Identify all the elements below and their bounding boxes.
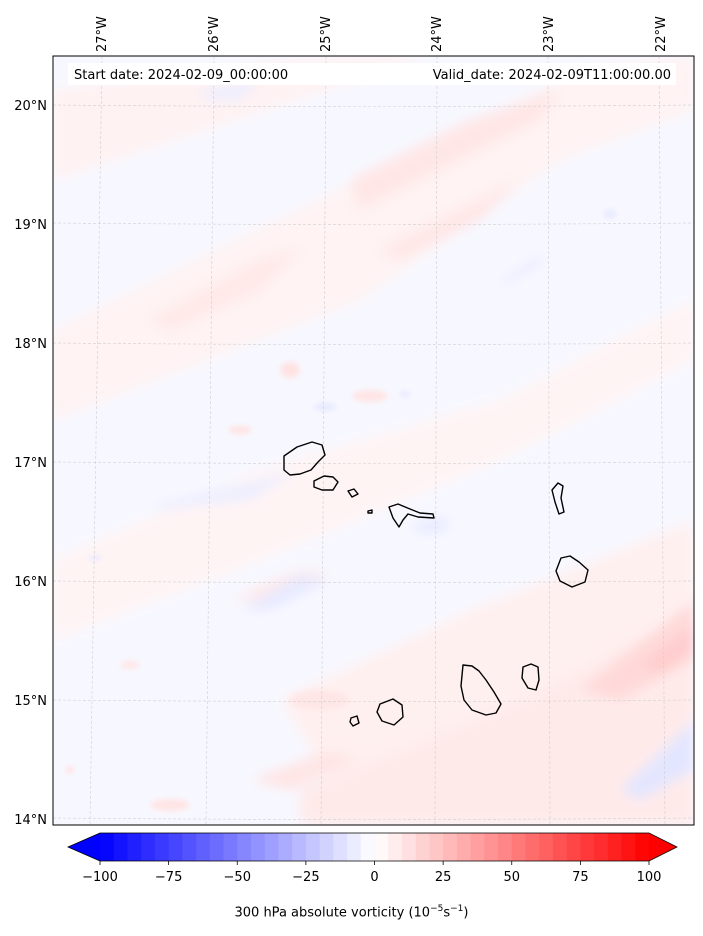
latitude-labels: 20°N 19°N 18°N 17°N 16°N 15°N 14°N [14, 99, 47, 828]
colorbar-segment [237, 833, 252, 861]
colorbar-tick-label: 75 [572, 870, 589, 885]
lat-label: 16°N [14, 575, 47, 590]
colorbar-segment [113, 833, 129, 861]
colorbar-segment [292, 833, 307, 861]
colorbar-segment [525, 833, 540, 861]
colorbar-segment [250, 833, 266, 861]
island-boa-vista [555, 555, 589, 588]
island-razo [367, 509, 373, 514]
map-frame [52, 55, 695, 826]
colorbar-tick-label: 100 [637, 870, 662, 885]
colorbar-segment [607, 833, 623, 861]
cape-verde-islands [283, 441, 589, 727]
colorbar-segment [278, 833, 293, 861]
vorticity-field [53, 56, 694, 825]
gridlines [53, 56, 694, 825]
colorbar-segment [333, 833, 348, 861]
colorbar-segment [360, 833, 376, 861]
colorbar-segment [154, 833, 170, 861]
colorbar-segment [443, 833, 458, 861]
colorbar-segment [388, 833, 403, 861]
colorbar-extend-high [649, 833, 677, 861]
lat-label: 14°N [14, 813, 47, 828]
colorbar-segment [401, 833, 417, 861]
island-santiago [460, 664, 502, 716]
lon-label: 26°W [207, 16, 222, 52]
colorbar-segment [319, 833, 334, 861]
island-santo-antao [283, 441, 326, 476]
island-fogo [376, 698, 404, 726]
colorbar-segment [127, 833, 142, 861]
colorbar-segment [374, 833, 389, 861]
colorbar-segments [100, 833, 650, 861]
colorbar-segment [511, 833, 527, 861]
start-date-text: Start date: 2024-02-09_00:00:00 [74, 68, 288, 83]
colorbar-segment [470, 833, 485, 861]
lat-label: 19°N [14, 218, 47, 233]
lon-label: 22°W [654, 16, 669, 52]
colorbar-segment [429, 833, 444, 861]
lat-label: 15°N [14, 694, 47, 709]
lon-label: 24°W [430, 16, 445, 52]
colorbar-tick-label: 0 [370, 870, 378, 885]
colorbar-tick-label: −100 [82, 870, 118, 885]
island-sao-nicolau [388, 503, 435, 528]
colorbar-segment [498, 833, 513, 861]
colorbar-segment [264, 833, 280, 861]
colorbar-segment [223, 833, 238, 861]
lon-label: 27°W [95, 16, 110, 52]
colorbar-segment [415, 833, 430, 861]
colorbar-tick-label: 25 [435, 870, 452, 885]
colorbar-segment [635, 833, 650, 861]
colorbar-segment [182, 833, 197, 861]
valid-date-text: Valid_date: 2024-02-09T11:00:00.00 [433, 68, 671, 83]
colorbar-segment [209, 833, 225, 861]
info-box [68, 63, 676, 85]
colorbar-segment [100, 833, 115, 861]
colorbar-label: 300 hPa absolute vorticity (10−5s−1) [234, 904, 469, 921]
colorbar-tick-label: −75 [155, 870, 182, 885]
colorbar-segment [168, 833, 183, 861]
lon-label: 23°W [542, 16, 557, 52]
lat-label: 18°N [14, 337, 47, 352]
colorbar-segment [539, 833, 554, 861]
colorbar-ticks: −100 −75 −50 −25 0 25 50 75 100 [82, 861, 661, 885]
colorbar-segment [594, 833, 609, 861]
colorbar-segment [566, 833, 581, 861]
colorbar-segment [580, 833, 595, 861]
colorbar-segment [141, 833, 156, 861]
colorbar: −100 −75 −50 −25 0 25 50 75 100 [67, 832, 678, 885]
island-sal [551, 482, 565, 515]
colorbar-segment [456, 833, 472, 861]
colorbar-segment [305, 833, 321, 861]
island-sao-vicente [313, 475, 339, 491]
colorbar-segment [552, 833, 568, 861]
longitude-labels: 27°W 26°W 25°W 24°W 23°W 22°W [95, 16, 669, 52]
colorbar-segment [196, 833, 211, 861]
colorbar-segment [621, 833, 636, 861]
colorbar-segment [347, 833, 362, 861]
colorbar-tick-label: −25 [292, 870, 319, 885]
island-brava [349, 715, 360, 727]
colorbar-tick-label: −50 [224, 870, 251, 885]
colorbar-extend-low [68, 833, 100, 861]
island-santa-luzia [347, 488, 359, 498]
lat-label: 20°N [14, 99, 47, 114]
island-maio [521, 663, 540, 691]
lon-label: 25°W [319, 16, 334, 52]
colorbar-tick-label: 50 [503, 870, 520, 885]
colorbar-segment [484, 833, 499, 861]
lat-label: 17°N [14, 456, 47, 471]
